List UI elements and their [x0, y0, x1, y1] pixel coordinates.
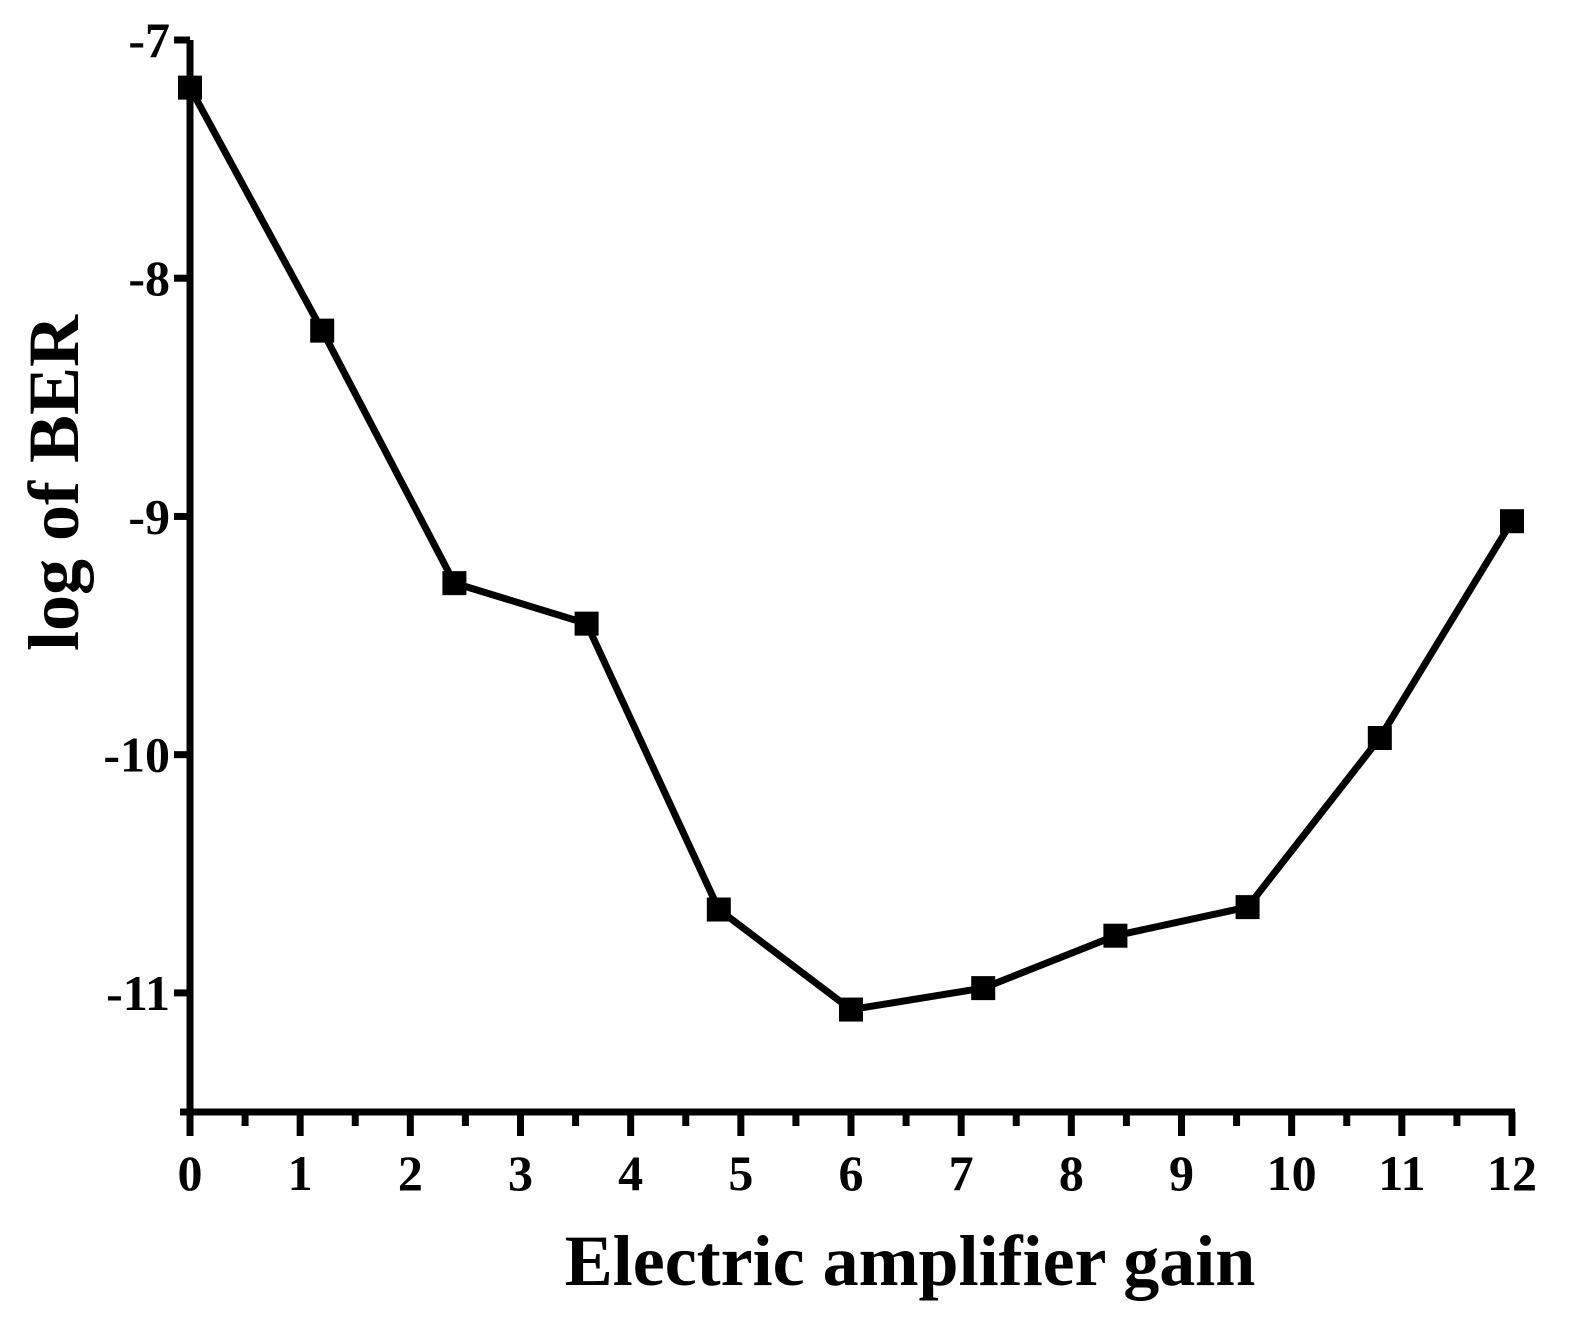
- y-tick-label: -11: [106, 965, 170, 1021]
- x-tick-label: 9: [1169, 1145, 1194, 1201]
- ticks: [174, 36, 1516, 1136]
- series-line: [186, 85, 1515, 1014]
- x-tick-label: 7: [949, 1145, 974, 1201]
- series: [178, 75, 1524, 1022]
- data-point: [574, 611, 599, 636]
- x-tick-label: 6: [839, 1145, 864, 1201]
- x-tick-label: 4: [618, 1145, 643, 1201]
- tick-labels: 0 1 2 3 4 5 6 7 8 9 10 11 12-7-8-9-10-11: [103, 12, 1537, 1201]
- y-tick-label: -10: [103, 727, 170, 783]
- y-tick-label: -9: [128, 488, 170, 544]
- x-tick-label: 1: [288, 1145, 313, 1201]
- x-tick-label: 11: [1378, 1145, 1425, 1201]
- data-point: [178, 75, 202, 100]
- x-tick-label: 10: [1267, 1145, 1317, 1201]
- x-tick-label: 3: [508, 1145, 533, 1201]
- x-tick-label: 8: [1059, 1145, 1084, 1201]
- y-axis-label: log of BER: [14, 314, 94, 651]
- data-point: [1367, 725, 1392, 750]
- y-tick-label: -7: [128, 12, 170, 68]
- x-tick-label: 0: [178, 1145, 203, 1201]
- data-point: [839, 997, 863, 1022]
- data-point: [1235, 895, 1260, 920]
- data-point: [442, 571, 467, 596]
- data-point: [706, 897, 731, 922]
- axes: [186, 40, 1515, 1116]
- x-axis-label: Electric amplifier gain: [565, 1221, 1256, 1301]
- x-tick-label: 5: [728, 1145, 753, 1201]
- data-point: [310, 318, 335, 343]
- x-tick-label: 2: [398, 1145, 423, 1201]
- data-point: [971, 976, 996, 1001]
- x-tick-label: 12: [1487, 1145, 1537, 1201]
- data-point: [1500, 509, 1524, 534]
- data-point: [1103, 923, 1128, 948]
- y-tick-label: -8: [128, 250, 170, 306]
